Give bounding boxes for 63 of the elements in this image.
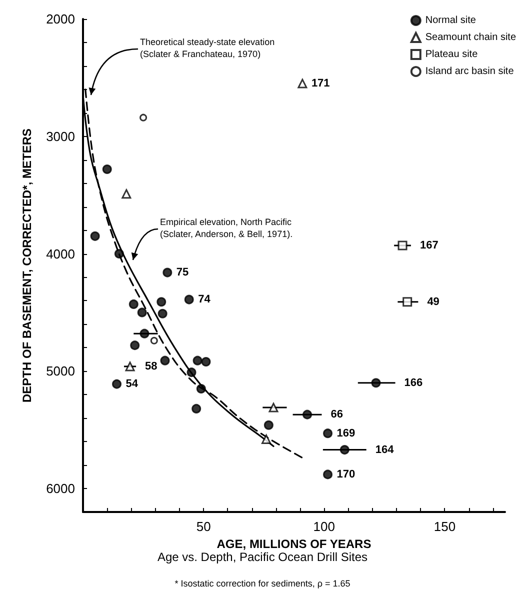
y-tick-label: 6000 [46,481,75,496]
point [102,164,112,174]
legend-label: Normal site [425,15,476,26]
annotation: 164 [375,444,395,456]
x-tick-label: 100 [313,519,335,534]
annotation: 49 [427,296,440,308]
point [125,362,135,372]
annotation: 171 [311,78,330,90]
point [340,445,350,455]
annotation: 166 [404,376,423,389]
annotation: 66 [330,408,343,421]
legend-label: Island arc basin site [425,66,514,77]
legend-label: Seamount chain site [425,32,516,43]
annotation: 167 [420,240,438,252]
point [114,249,124,259]
y-tick-label: 2000 [46,12,75,26]
annotation: 170 [336,468,356,480]
point [156,297,166,307]
point [137,308,147,318]
point [201,357,211,366]
annotation: 74 [198,294,212,306]
point [302,410,312,420]
point [128,299,138,309]
point [140,114,148,122]
point [398,240,408,250]
annotation: 58 [145,360,158,372]
point [371,378,381,388]
annotation: Empirical elevation, North Pacific (Sclater, Anderson, & Bell, 1971). [160,217,293,239]
point [298,78,308,88]
annotation: 54 [126,378,139,390]
y-tick-label: 4000 [46,246,75,262]
point [112,379,122,389]
y-tick-label: 3000 [46,128,75,144]
point [158,308,168,318]
point [323,428,333,438]
y-tick-label: 5000 [46,364,75,379]
point [402,297,412,307]
point [130,340,140,350]
annotation: 75 [176,266,189,279]
x-axis-title: AGE, MILLIONS OF YEARS [216,536,372,551]
text: Age vs. Depth, Pacific Ocean Drill Sites [157,550,368,564]
point [150,336,158,344]
x-tick-label: 150 [434,519,456,534]
point [264,420,274,430]
text: * Isostatic correction for sediments, ρ = 1.65 [174,578,350,588]
point [184,294,194,304]
point [192,356,202,366]
legend-label: Plateau site [425,49,478,60]
point [140,328,150,338]
point [268,402,278,412]
point [262,434,272,444]
point [122,189,132,199]
annotation: 169 [336,427,356,440]
point [186,368,196,378]
y-axis-title: DEPTH OF BASEMENT, CORRECTED*, METERS [20,128,34,403]
x-tick-label: 50 [196,519,211,534]
point [160,356,170,366]
point [323,470,333,480]
point [90,231,100,241]
annotation: Theoretical steady-state elevation (Sclater & Franchateau, 1970) [140,37,275,59]
point [162,268,172,278]
point [192,404,202,414]
point [196,384,206,394]
